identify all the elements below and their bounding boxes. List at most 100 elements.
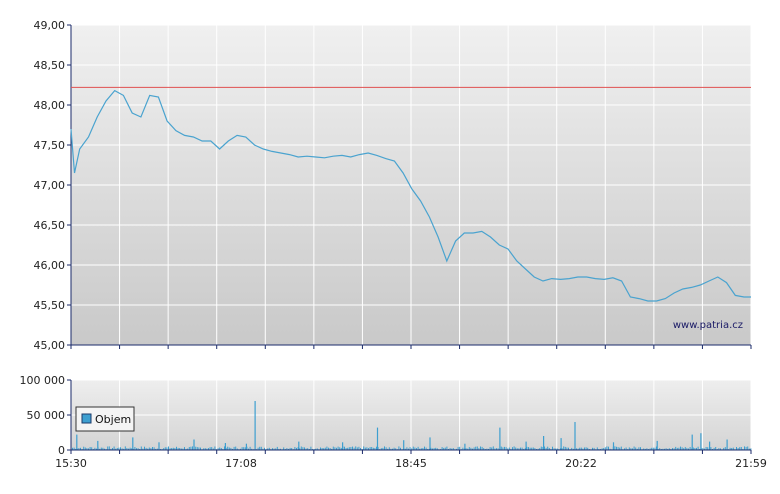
volume-bar (462, 447, 464, 450)
volume-bar (323, 448, 325, 450)
time-axis-label: 20:22 (565, 457, 597, 470)
volume-spike-bar (403, 440, 405, 450)
price-x-ticks (70, 345, 752, 349)
volume-bar (419, 448, 421, 450)
volume-bar (724, 447, 726, 450)
volume-bar (283, 447, 285, 450)
volume-bar (688, 448, 689, 450)
volume-bar (715, 447, 717, 450)
volume-bar (508, 447, 510, 450)
time-axis-label: 18:45 (395, 457, 427, 470)
volume-bar (368, 448, 369, 450)
volume-bar (502, 447, 504, 450)
volume-bar (593, 447, 595, 450)
volume-bar (305, 448, 307, 450)
volume-bar (644, 448, 646, 450)
volume-bar (651, 447, 653, 450)
volume-bar (230, 447, 232, 450)
volume-bar (324, 447, 326, 450)
volume-bar (75, 448, 77, 450)
volume-bar (620, 446, 622, 450)
volume-bar (289, 447, 291, 450)
volume-spike-bar (245, 443, 247, 450)
volume-bar (248, 448, 249, 450)
volume-bar (723, 447, 725, 450)
volume-bar (457, 447, 459, 450)
volume-bar (172, 447, 174, 450)
volume-bar (544, 446, 545, 450)
volume-bar (259, 446, 261, 450)
price-y-tick-label: 48,50 (34, 59, 66, 72)
volume-bar (750, 448, 752, 450)
volume-bar (121, 448, 123, 450)
volume-bar (587, 447, 589, 450)
volume-bar (217, 448, 219, 450)
volume-spike-bar (76, 434, 78, 450)
price-line (70, 89, 751, 302)
volume-bar (638, 447, 640, 450)
volume-bar (163, 448, 165, 450)
volume-bar (134, 447, 136, 450)
volume-bar (713, 447, 715, 450)
volume-bar (382, 447, 384, 450)
volume-spike-bar (132, 437, 134, 450)
volume-bar (344, 446, 345, 450)
volume-bar (168, 446, 169, 450)
volume-y-ticks: 0 50 000 100 000 (20, 374, 71, 457)
price-grid (71, 24, 752, 346)
volume-bar (592, 447, 593, 450)
volume-bar (561, 448, 563, 450)
volume-bar (472, 448, 473, 450)
volume-bar (260, 446, 262, 450)
volume-bar (320, 447, 321, 450)
volume-bar (140, 446, 142, 450)
time-axis-label: 17:08 (225, 457, 257, 470)
volume-bar (393, 447, 395, 450)
volume-bar (632, 448, 633, 450)
volume-bar (211, 447, 213, 450)
volume-bar (302, 447, 304, 450)
volume-bar (531, 447, 533, 450)
volume-bar (494, 448, 496, 450)
volume-bar (337, 446, 339, 450)
volume-bar (576, 448, 577, 450)
volume-bar (654, 447, 656, 450)
volume-bar (446, 446, 448, 450)
volume-bar (580, 447, 582, 450)
volume-bar (110, 448, 112, 450)
volume-bar (326, 446, 328, 450)
volume-bar (433, 448, 435, 450)
volume-bar (400, 447, 401, 450)
volume-bar (241, 447, 243, 450)
volume-bar (376, 446, 377, 450)
volume-bar (435, 447, 437, 450)
volume-bar (659, 448, 661, 450)
volume-bar (73, 447, 75, 450)
volume-bar (208, 448, 209, 450)
volume-bar (696, 447, 697, 450)
volume-bar (564, 446, 566, 450)
volume-bar (176, 446, 177, 450)
volume-bar (331, 448, 333, 450)
volume-bar (628, 447, 630, 450)
volume-spike-bar (342, 442, 344, 450)
volume-bar (174, 448, 176, 450)
volume-bar (694, 448, 696, 450)
volume-bar (212, 448, 214, 450)
volume-bar (614, 446, 616, 450)
volume-bar (392, 448, 393, 450)
volume-bar (748, 448, 750, 450)
volume-bar (465, 448, 467, 450)
volume-bar (355, 446, 357, 450)
volume-bar (108, 446, 110, 450)
volume-bar (555, 448, 557, 450)
volume-bar (680, 446, 681, 450)
volume-spike-bar (298, 441, 300, 450)
volume-bar (131, 448, 133, 450)
volume-bar (689, 447, 691, 450)
volume-bar (364, 447, 366, 450)
volume-bar (280, 448, 281, 450)
volume-bar (630, 448, 632, 450)
volume-bar (529, 447, 531, 450)
